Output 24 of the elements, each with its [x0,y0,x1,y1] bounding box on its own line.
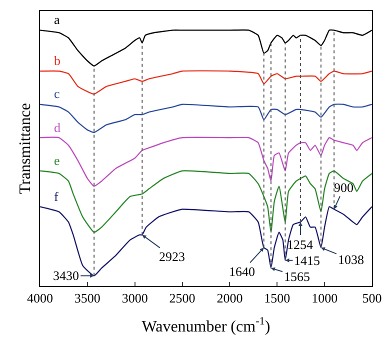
x-tick-label: 2500 [169,290,196,306]
x-axis-title: Wavenumber (cm$^{-1}$) [142,316,270,336]
annotation: 2923 [159,249,185,264]
series-label: b [54,53,60,68]
x-tick-label: 500 [362,290,382,306]
x-tick-label: 3500 [74,290,100,306]
annotation: 1254 [287,237,314,252]
annotation: 1038 [338,252,364,267]
x-tick-label: 2000 [216,290,243,306]
annotation: 3430 [53,268,79,283]
annotation: 1415 [294,253,320,268]
x-tick-label: 4000 [27,290,53,306]
series-label: a [54,12,60,27]
x-tick-label: 3000 [122,290,148,306]
series-label: c [54,86,60,101]
y-axis-title: Transmittance [16,103,34,194]
x-tick-label: 1500 [264,290,290,306]
series-label: d [54,120,61,135]
annotation: 1565 [284,269,310,284]
x-tick-label: 1000 [312,290,338,306]
series-label: f [54,189,59,204]
annotation: 900 [334,180,354,195]
series-label: e [54,153,60,168]
annotation: 1640 [229,264,255,279]
